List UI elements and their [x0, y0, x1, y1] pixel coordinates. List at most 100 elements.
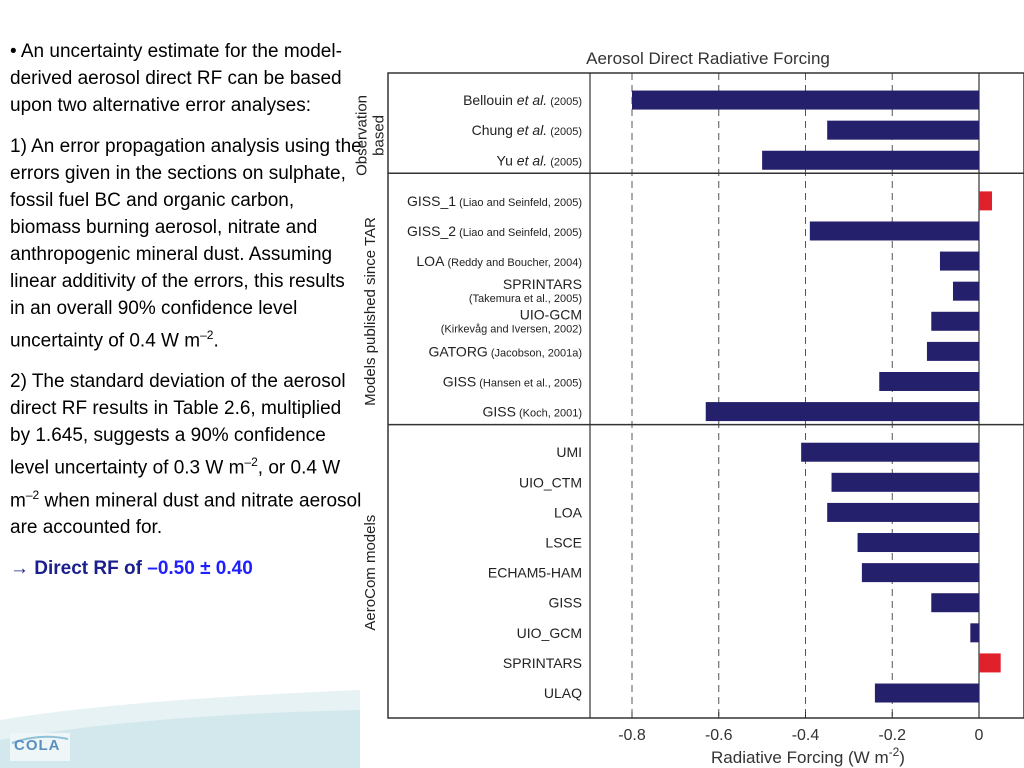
- bar-1-3: [952, 281, 979, 301]
- bar-label-name: GISS: [549, 595, 582, 611]
- bar-label: Chung et al. (2005): [472, 122, 582, 138]
- slide-body-text: • An uncertainty estimate for the model-…: [10, 38, 362, 596]
- chart-bars: [632, 90, 1001, 703]
- unit-superscript: –2: [244, 455, 258, 470]
- bar-label: GISS (Hansen et al., 2005): [443, 373, 582, 389]
- chart-gridlines: [631, 73, 893, 718]
- bar-label: GISS_2 (Liao and Seinfeld, 2005): [407, 223, 582, 239]
- bar-1-5: [926, 341, 979, 361]
- std-text-b: , or 0.4 W m: [10, 457, 341, 511]
- unit-superscript: –2: [200, 328, 214, 342]
- bar-label: LOA (Reddy and Boucher, 2004): [416, 253, 582, 269]
- bar-label-ref: (2005): [547, 126, 582, 138]
- bar-label-name: UIO_CTM: [519, 474, 582, 490]
- intro-paragraph: • An uncertainty estimate for the model-…: [10, 41, 342, 116]
- x-tick-label: -0.4: [792, 727, 820, 744]
- bar-label-etal: et al.: [513, 122, 547, 138]
- bar-ref: (Kirkevåg and Iversen, 2002): [441, 323, 582, 335]
- bar-label-name: Chung: [472, 122, 513, 138]
- chart-x-ticks: -0.8 -0.6 -0.4 -0.2 0: [618, 712, 984, 744]
- bar-label: ULAQ: [544, 685, 582, 701]
- bar-label-name: LOA: [554, 504, 583, 520]
- bar-label-ref: (Reddy and Boucher, 2004): [444, 257, 582, 269]
- chart-bar-labels: Bellouin et al. (2005)Chung et al. (2005…: [407, 92, 583, 701]
- bar-label: GISS: [549, 595, 582, 611]
- bar-label-name: ECHAM5-HAM: [488, 565, 582, 581]
- bar-label: SPRINTARS: [503, 276, 582, 292]
- bar-0-2: [762, 150, 979, 170]
- std-text-a: 2) The standard deviation of the aerosol…: [10, 371, 346, 479]
- bar-label: GISS_1 (Liao and Seinfeld, 2005): [407, 193, 582, 209]
- bar-2-3: [857, 533, 979, 553]
- bar-label: UIO_GCM: [517, 625, 582, 641]
- bar-1-6: [879, 371, 979, 391]
- bar-label-name: GISS: [482, 404, 515, 420]
- bar-2-4: [861, 563, 979, 583]
- bar-label-ref: (Hansen et al., 2005): [476, 377, 582, 389]
- background-swoosh: [0, 690, 360, 768]
- chart-title: Aerosol Direct Radiative Forcing: [586, 49, 830, 68]
- bar-label-name: Yu: [497, 152, 513, 168]
- bar-label: Bellouin et al. (2005): [463, 92, 582, 108]
- bar-label-name: LOA: [416, 253, 445, 269]
- cola-logo-text: COLA: [14, 737, 61, 754]
- bar-label-name: SPRINTARS: [503, 655, 582, 671]
- bar-1-1: [809, 221, 979, 241]
- unit-superscript: –2: [25, 487, 40, 502]
- bar-1-2: [939, 251, 979, 271]
- bar-label-name: UIO_GCM: [517, 625, 582, 641]
- bar-label-name: UMI: [556, 444, 582, 460]
- group-label: based: [371, 115, 388, 156]
- bar-label-name: Bellouin: [463, 92, 513, 108]
- bar-label: UIO_CTM: [519, 474, 582, 490]
- group-label: AeroCom models: [362, 515, 379, 631]
- bar-2-1: [831, 472, 979, 492]
- error-propagation-end: .: [213, 330, 219, 352]
- x-axis-label-text: Radiative Forcing (W m: [711, 748, 889, 767]
- x-axis-label-sup: -2: [889, 745, 900, 759]
- group-label: Models published since TAR: [362, 217, 379, 406]
- standard-deviation-paragraph: 2) The standard deviation of the aerosol…: [10, 368, 362, 541]
- bar-label-name: GISS: [443, 373, 476, 389]
- bar-label-etal: et al.: [513, 152, 547, 168]
- bar-label: ECHAM5-HAM: [488, 565, 582, 581]
- bar-label: UMI: [556, 444, 582, 460]
- x-tick-label: -0.6: [705, 727, 733, 744]
- bar-label-ref: (2005): [547, 96, 582, 108]
- x-tick-label: -0.2: [878, 727, 906, 744]
- std-text-c: when mineral dust and nitrate aerosol ar…: [10, 489, 362, 538]
- arrow-icon: →: [10, 557, 29, 579]
- bar-label-etal: et al.: [513, 92, 547, 108]
- bar-label-name: LSCE: [545, 535, 582, 551]
- bar-label: GATORG (Jacobson, 2001a): [428, 343, 582, 359]
- bar-label: LSCE: [545, 535, 582, 551]
- bar-2-2: [827, 502, 979, 522]
- cola-logo: [10, 733, 70, 761]
- bar-label: UIO-GCM: [520, 306, 582, 322]
- bar-label-ref: (2005): [547, 156, 582, 168]
- plot-frame: [387, 72, 1024, 719]
- bar-2-7: [979, 653, 1001, 673]
- error-propagation-text: 1) An error propagation analysis using t…: [10, 136, 362, 352]
- bar-ref: (Takemura et al., 2005): [469, 293, 582, 305]
- bar-label-name: GISS_2: [407, 223, 456, 239]
- bar-label: SPRINTARS: [503, 655, 582, 671]
- bar-label: Yu et al. (2005): [497, 152, 582, 168]
- bar-label: LOA: [554, 504, 583, 520]
- bar-label-name: ULAQ: [544, 685, 582, 701]
- bar-label-name: GATORG: [428, 343, 487, 359]
- bar-1-7: [705, 402, 979, 422]
- conclusion-label: Direct RF of: [34, 557, 142, 579]
- bar-2-6: [970, 623, 979, 643]
- bar-label: GISS (Koch, 2001): [482, 404, 582, 420]
- chart-frame: [387, 72, 1024, 719]
- bar-label-ref: (Liao and Seinfeld, 2005): [456, 197, 582, 209]
- bar-label-ref: (Koch, 2001): [516, 408, 582, 420]
- bar-2-0: [801, 442, 979, 462]
- bar-2-8: [874, 683, 979, 703]
- conclusion-line: → Direct RF of –0.50 ± 0.40: [10, 555, 362, 582]
- bar-1-0: [979, 191, 993, 211]
- bar-2-5: [931, 593, 979, 613]
- conclusion-value: –0.50 ± 0.40: [147, 557, 253, 579]
- bar-1-4: [931, 311, 979, 331]
